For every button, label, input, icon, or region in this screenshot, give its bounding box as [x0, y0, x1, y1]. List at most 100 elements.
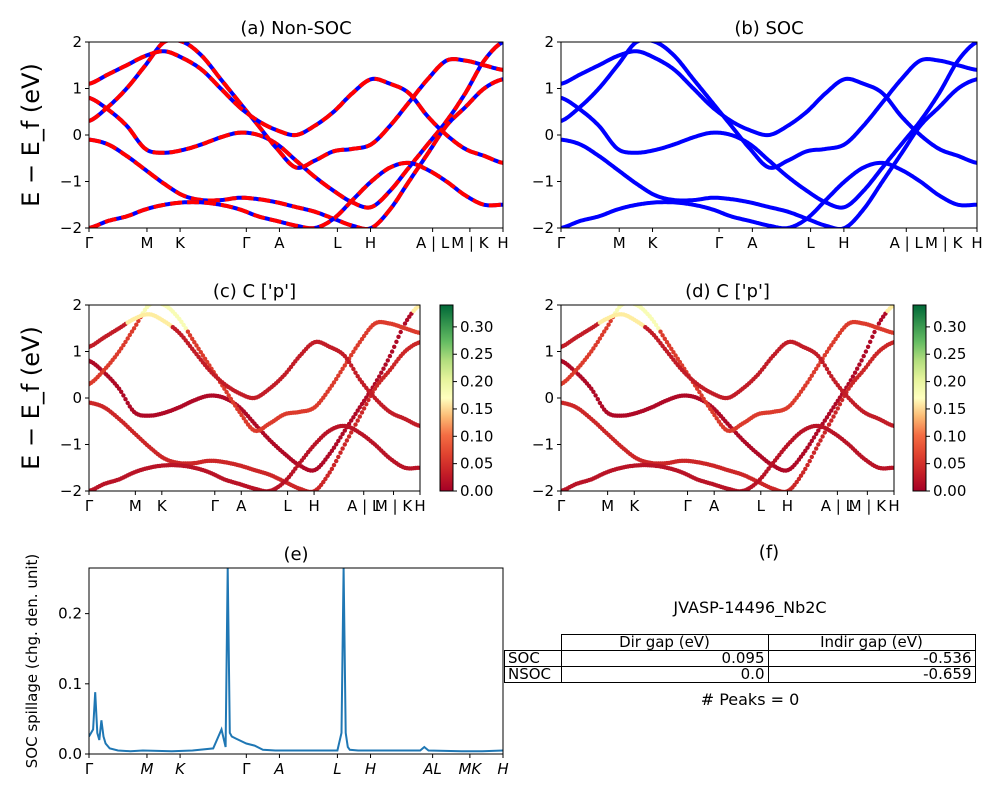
band-point: [417, 423, 420, 429]
band-point: [803, 383, 808, 388]
band-point: [705, 403, 711, 408]
indir-gap-value: -0.659: [767, 666, 976, 683]
x-tick-label: M | K: [375, 497, 414, 515]
band-point: [192, 340, 197, 345]
panel-title: (f): [759, 542, 779, 563]
band-point: [809, 438, 814, 444]
band-point: [325, 473, 330, 478]
band-point: [872, 329, 877, 335]
row-label: NSOC: [504, 666, 562, 683]
band-point: [589, 386, 594, 391]
band-point: [228, 396, 234, 402]
band-point: [891, 423, 894, 429]
band-point: [803, 466, 808, 472]
band-point: [329, 448, 335, 453]
band-point: [230, 400, 236, 405]
band-point: [811, 370, 817, 375]
band-point: [152, 305, 155, 306]
band-point: [353, 422, 358, 427]
band-point: [855, 366, 860, 371]
band-point: [891, 330, 894, 336]
band-point: [334, 458, 339, 464]
band-point: [121, 393, 126, 398]
panel-title: (e): [283, 544, 308, 565]
band-point: [125, 400, 130, 406]
band-point: [129, 329, 135, 334]
band-point: [364, 402, 369, 407]
colorbar-tick-label: 0.30: [460, 318, 493, 336]
x-tick-label: Γ: [715, 234, 724, 252]
panel-title: (d) C ['p']: [685, 281, 770, 302]
band-point: [329, 383, 335, 388]
x-tick-label: M: [140, 760, 153, 778]
band-point: [829, 418, 834, 423]
x-tick-label: Γ: [557, 234, 566, 252]
table-row: NSOC 0.0 -0.659: [504, 666, 976, 683]
band-point: [121, 343, 126, 348]
band-point: [703, 400, 709, 405]
colorbar-tick-label: 0.00: [460, 482, 493, 500]
colorbar-tick-label: 0.10: [460, 427, 493, 445]
band-point: [831, 340, 836, 345]
colorbar-d: 0.30 0.25 0.20 0.15 0.10 0.05 0.00: [912, 304, 966, 500]
band-point: [134, 322, 139, 327]
band-point: [835, 406, 840, 411]
band-point: [344, 438, 350, 443]
x-tick-label: H: [414, 497, 425, 515]
y-axis-label: SOC spillage (chg. den. unit): [23, 554, 41, 769]
band-point: [385, 358, 390, 363]
x-tick-label: M: [613, 234, 626, 252]
band-point: [816, 442, 821, 447]
band-point: [116, 386, 122, 391]
x-tick-label: A: [274, 234, 285, 252]
band-point: [599, 404, 605, 409]
band-point: [846, 386, 851, 391]
y-tick-label: 1: [72, 80, 82, 98]
band-point: [595, 397, 600, 402]
band-point: [355, 343, 360, 348]
band-point: [340, 431, 345, 437]
x-tick-label: L: [806, 234, 815, 252]
x-tick-label: AL: [422, 760, 442, 778]
colorbar-tick-label: 0.25: [933, 345, 966, 363]
soc-band-4: [561, 49, 977, 165]
colorbar-tick-label: 0.10: [933, 427, 966, 445]
band-point: [891, 305, 894, 308]
x-tick-label: K: [157, 497, 168, 515]
gap-table: Dir gap (eV) Indir gap (eV) SOC 0.095 -0…: [504, 634, 976, 683]
band-point: [801, 470, 806, 475]
band-point: [357, 414, 362, 419]
band-point: [239, 412, 244, 418]
x-tick-label: Γ: [85, 497, 94, 515]
band-point: [342, 428, 347, 433]
band-point: [602, 329, 607, 334]
colorbar-tick-label: 0.15: [460, 400, 493, 418]
colorbar-c: 0.30 0.25 0.20 0.15 0.10 0.05 0.00: [439, 304, 493, 500]
x-tick-label: L: [333, 234, 342, 252]
y-axis-label: E − E_f (eV): [17, 63, 45, 207]
nonsoc-band-3: [89, 42, 503, 170]
band-point: [814, 366, 819, 371]
band-point: [342, 363, 347, 368]
band-point: [349, 418, 354, 423]
band-point: [396, 334, 401, 339]
projected-band-0: [89, 305, 420, 473]
x-tick-label: K: [175, 760, 186, 778]
band-point: [891, 340, 894, 345]
dir-gap-value: 0.0: [560, 666, 769, 683]
band-point: [340, 446, 345, 451]
x-tick-label: H: [971, 234, 982, 252]
band-point: [323, 392, 328, 397]
y-tick-label: 0: [544, 126, 554, 144]
band-point: [351, 349, 356, 354]
band-point: [671, 350, 676, 355]
band-point: [859, 358, 864, 363]
band-point: [850, 374, 856, 379]
band-point: [651, 319, 657, 324]
band-point: [597, 400, 603, 406]
spillage-line: [89, 568, 503, 753]
band-point: [833, 410, 838, 415]
x-tick-label: L: [333, 760, 341, 778]
projected-band-2: [561, 423, 894, 491]
